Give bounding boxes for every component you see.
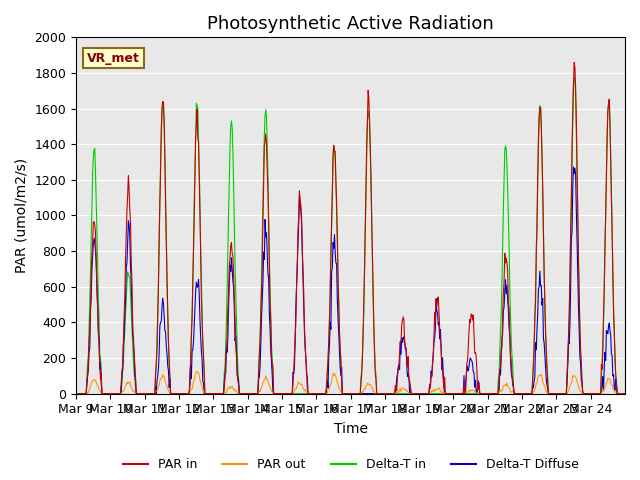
- Text: VR_met: VR_met: [87, 51, 140, 65]
- X-axis label: Time: Time: [333, 422, 367, 436]
- Y-axis label: PAR (umol/m2/s): PAR (umol/m2/s): [15, 158, 29, 273]
- Title: Photosynthetic Active Radiation: Photosynthetic Active Radiation: [207, 15, 494, 33]
- Legend: PAR in, PAR out, Delta-T in, Delta-T Diffuse: PAR in, PAR out, Delta-T in, Delta-T Dif…: [118, 454, 584, 477]
